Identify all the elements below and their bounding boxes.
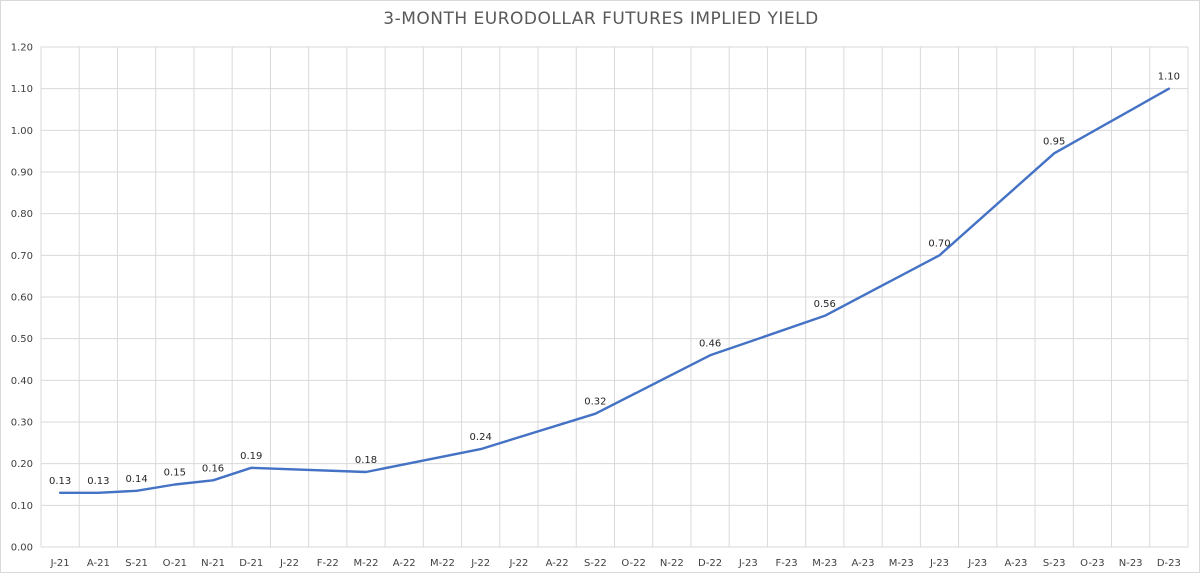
x-tick-label: A-22 [393, 558, 416, 569]
x-tick-label: M-23 [812, 558, 837, 569]
data-label: 0.18 [355, 455, 377, 466]
y-tick-label: 1.00 [11, 126, 33, 137]
y-tick-label: 0.10 [11, 501, 33, 512]
data-label: 0.56 [814, 299, 836, 310]
x-tick-label: J-23 [738, 558, 758, 569]
data-label: 0.13 [87, 476, 109, 487]
y-tick-label: 1.10 [11, 84, 33, 95]
series-line [58, 87, 1171, 494]
x-tick-label: F-23 [776, 558, 798, 569]
x-tick-label: S-21 [125, 558, 148, 569]
x-tick-label: J-21 [50, 558, 70, 569]
x-tick-label: N-22 [660, 558, 684, 569]
x-tick-label: S-23 [1043, 558, 1066, 569]
series-layer [58, 87, 1171, 494]
x-tick-label: D-23 [1157, 558, 1181, 569]
x-tick-label: F-22 [317, 558, 339, 569]
x-tick-label: A-23 [1004, 558, 1027, 569]
data-label: 0.46 [699, 338, 721, 349]
y-tick-label: 0.40 [11, 376, 33, 387]
y-axis-ticks: 0.00 0.10 0.20 0.30 0.40 0.50 0.60 0.70 0.80 0.90… [11, 43, 33, 554]
x-tick-label: O-22 [621, 558, 645, 569]
x-tick-label: M-22 [353, 558, 378, 569]
data-label: 0.13 [49, 476, 71, 487]
data-label: 0.24 [470, 432, 492, 443]
y-tick-label: 0.30 [11, 418, 33, 429]
data-label: 0.14 [125, 474, 147, 485]
x-tick-label: A-22 [546, 558, 569, 569]
x-tick-label: M-23 [889, 558, 914, 569]
chart-title: 3-MONTH EURODOLLAR FUTURES IMPLIED YIELD [383, 9, 819, 29]
data-label: 0.15 [164, 468, 186, 479]
data-labels: 0.13 0.13 0.14 0.15 0.16 0.19 0.18 0.24 0.32 0.46… [49, 72, 1180, 487]
data-label: 0.19 [240, 451, 262, 462]
y-tick-label: 0.60 [11, 293, 33, 304]
data-label: 0.70 [928, 238, 950, 249]
x-tick-label: O-23 [1080, 558, 1104, 569]
x-tick-label: J-23 [967, 558, 987, 569]
y-tick-label: 0.80 [11, 209, 33, 220]
x-tick-label: M-22 [430, 558, 455, 569]
data-label: 0.16 [202, 463, 224, 474]
x-tick-label: A-21 [87, 558, 110, 569]
x-tick-label: N-23 [1119, 558, 1143, 569]
x-axis-ticks: J-21 A-21 S-21 O-21 N-21 D-21 J-22 F-22 M-22 A-22… [50, 558, 1181, 569]
x-tick-label: D-22 [698, 558, 722, 569]
gridlines [40, 46, 1189, 548]
data-label: 0.32 [584, 397, 606, 408]
data-label: 0.95 [1043, 136, 1065, 147]
y-tick-label: 0.20 [11, 459, 33, 470]
data-label: 1.10 [1158, 72, 1180, 83]
x-tick-label: J-23 [929, 558, 949, 569]
x-tick-label: J-22 [279, 558, 299, 569]
x-tick-label: J-22 [470, 558, 490, 569]
x-tick-label: J-22 [508, 558, 528, 569]
y-tick-label: 0.70 [11, 251, 33, 262]
x-tick-label: N-21 [201, 558, 225, 569]
x-tick-label: O-21 [163, 558, 187, 569]
y-tick-label: 0.00 [11, 543, 33, 554]
y-tick-label: 0.50 [11, 334, 33, 345]
x-tick-label: D-21 [239, 558, 263, 569]
y-tick-label: 1.20 [11, 43, 33, 54]
x-tick-label: S-22 [584, 558, 607, 569]
x-tick-label: A-23 [852, 558, 875, 569]
y-tick-label: 0.90 [11, 168, 33, 179]
